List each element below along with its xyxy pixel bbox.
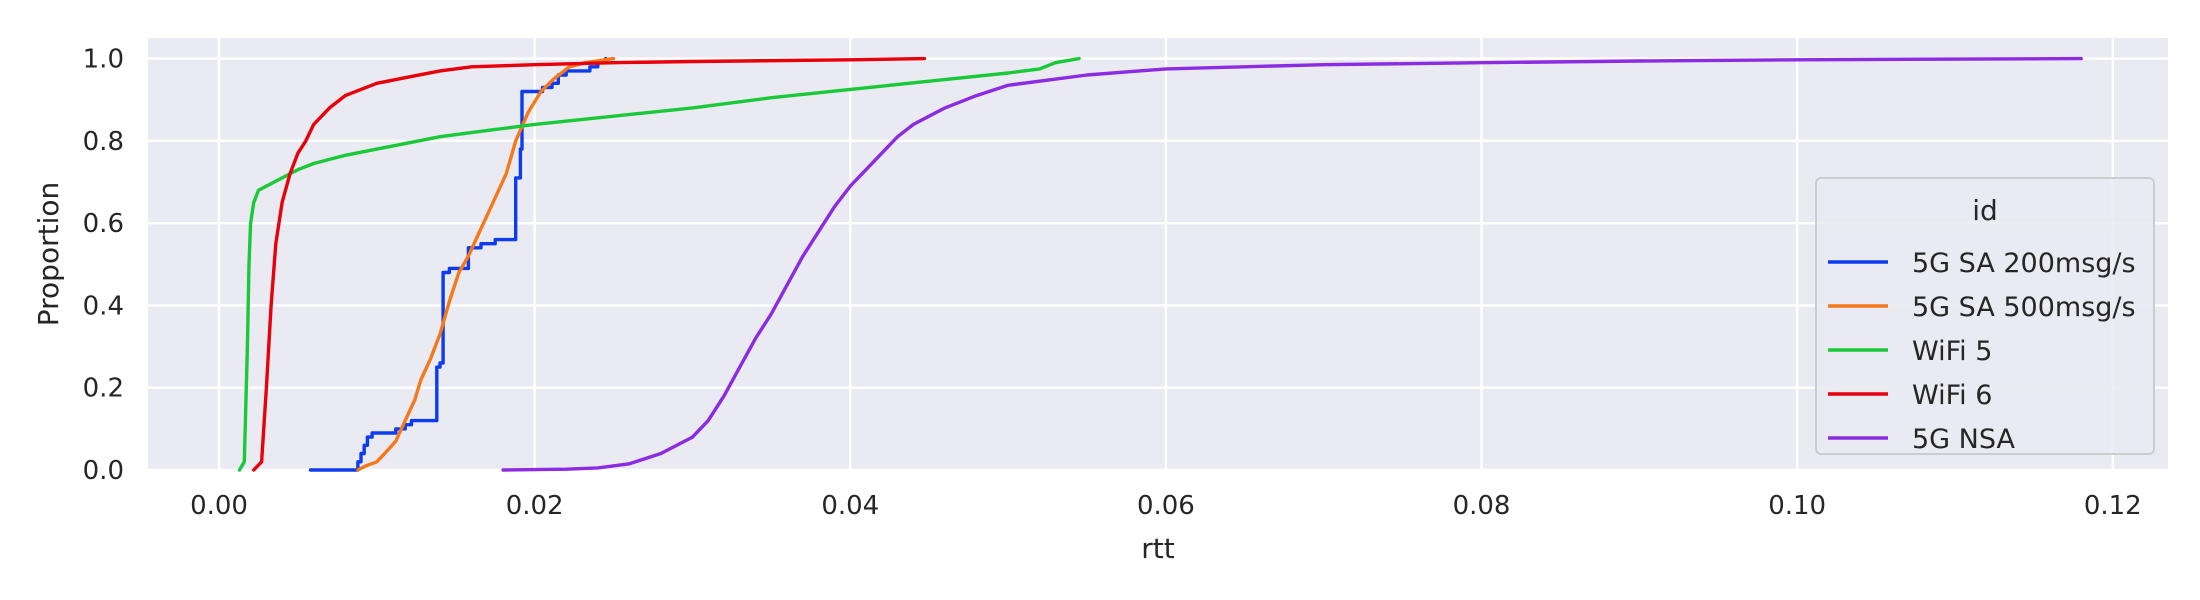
y-tick-label: 0.0 xyxy=(83,456,124,486)
y-tick-label: 0.4 xyxy=(83,291,124,321)
legend-label-2: WiFi 5 xyxy=(1912,336,1992,367)
series-line-1 xyxy=(356,56,616,472)
y-tick-label: 0.2 xyxy=(83,374,124,404)
legend-label-3: WiFi 6 xyxy=(1912,380,1992,411)
y-tick-label: 1.0 xyxy=(83,45,124,75)
y-tick-labels: 0.0 0.2 0.4 0.6 0.8 1.0 xyxy=(83,45,124,486)
legend-label-4: 5G NSA xyxy=(1912,424,2016,455)
x-tick-label: 0.12 xyxy=(2084,491,2142,521)
x-tick-label: 0.10 xyxy=(1768,491,1826,521)
y-axis-label: Proportion xyxy=(32,182,65,326)
legend-title: id xyxy=(1972,194,1998,227)
x-tick-labels: 0.00 0.02 0.04 0.06 0.08 0.10 0.12 xyxy=(190,491,2142,521)
legend-box xyxy=(1815,177,2155,455)
legend-label-1: 5G SA 500msg/s xyxy=(1912,292,2136,323)
x-tick-label: 0.04 xyxy=(821,491,879,521)
legend: id 5G SA 200msg/s 5G SA 500msg/s WiFi 5 WiF… xyxy=(1815,177,2155,455)
y-tick-label: 0.8 xyxy=(83,127,124,157)
series-line-2 xyxy=(237,56,1081,472)
x-tick-label: 0.06 xyxy=(1137,491,1195,521)
y-tick-label: 0.6 xyxy=(83,209,124,239)
x-tick-label: 0.08 xyxy=(1453,491,1511,521)
x-axis-label: rtt xyxy=(1141,532,1174,565)
legend-label-0: 5G SA 200msg/s xyxy=(1912,248,2136,279)
series-line-4 xyxy=(501,56,2083,472)
series-lines xyxy=(237,56,2083,472)
x-tick-label: 0.02 xyxy=(506,491,564,521)
series-line-3 xyxy=(252,56,927,472)
series-line-0 xyxy=(308,56,608,472)
x-tick-label: 0.00 xyxy=(190,491,248,521)
legend-items: 5G SA 200msg/s 5G SA 500msg/s WiFi 5 WiFi 6… xyxy=(1828,248,2136,455)
